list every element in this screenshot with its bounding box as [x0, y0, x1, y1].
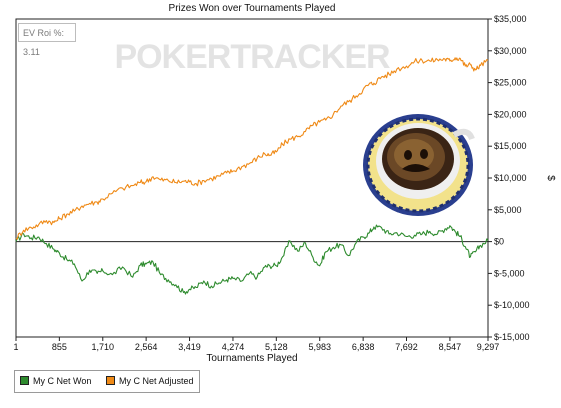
y-tick-label: $5,000	[494, 205, 522, 215]
x-tick-label: 855	[52, 342, 67, 352]
x-tick-label: 9,297	[477, 342, 500, 352]
x-tick-label: 3,419	[178, 342, 201, 352]
series-line-my-c-net-adjusted	[15, 57, 489, 240]
y-axis-label: $	[545, 175, 556, 181]
ev-roi-box: EV Roi %: 3.11	[18, 23, 76, 57]
y-tick-label: $15,000	[494, 141, 527, 151]
legend-swatch-net-adjusted	[106, 376, 115, 386]
x-axis-label: Tournaments Played	[206, 353, 297, 364]
y-tick-label: $-10,000	[494, 300, 530, 310]
legend-swatch-net-won	[20, 376, 29, 386]
x-tick-label: 1,710	[92, 342, 115, 352]
y-tick-label: $10,000	[494, 173, 527, 183]
legend-label-net-won: My C Net Won	[33, 376, 92, 386]
axes: $35,000 $30,000 $25,000 $20,000 $15,000 $10,0…	[13, 14, 529, 352]
y-tick-label: $35,000	[494, 14, 527, 24]
series-layer	[15, 57, 489, 295]
legend: My C Net Won My C Net Adjusted	[14, 370, 200, 393]
x-tick-label: 5,128	[265, 342, 288, 352]
y-tick-label: $-15,000	[494, 332, 530, 342]
x-tick-label: 7,692	[395, 342, 418, 352]
x-tick-label: 6,838	[352, 342, 375, 352]
x-tick-label: 4,274	[222, 342, 245, 352]
y-tick-label: $20,000	[494, 109, 527, 119]
coffee-cup-illustration	[363, 114, 475, 216]
series-line-my-c-net-won	[15, 224, 489, 295]
watermark-text: POKERTRACKER	[114, 38, 390, 76]
y-tick-label: $30,000	[494, 46, 527, 56]
legend-item-net-adjusted: My C Net Adjusted	[106, 371, 194, 392]
legend-label-net-adjusted: My C Net Adjusted	[119, 376, 194, 386]
x-tick-label: 5,983	[308, 342, 331, 352]
ev-roi-label: EV Roi %: 3.11	[23, 28, 65, 57]
y-tick-label: $25,000	[494, 78, 527, 88]
x-tick-label: 8,547	[439, 342, 462, 352]
y-tick-label: $0	[494, 237, 504, 247]
pokertracker-watermark: POKERTRACKER	[114, 38, 391, 76]
y-tick-label: $-5,000	[494, 268, 525, 278]
legend-item-net-won: My C Net Won	[20, 371, 91, 392]
x-tick-label: 1	[13, 342, 18, 352]
chart-title: Prizes Won over Tournaments Played	[169, 3, 336, 14]
x-tick-label: 2,564	[135, 342, 158, 352]
